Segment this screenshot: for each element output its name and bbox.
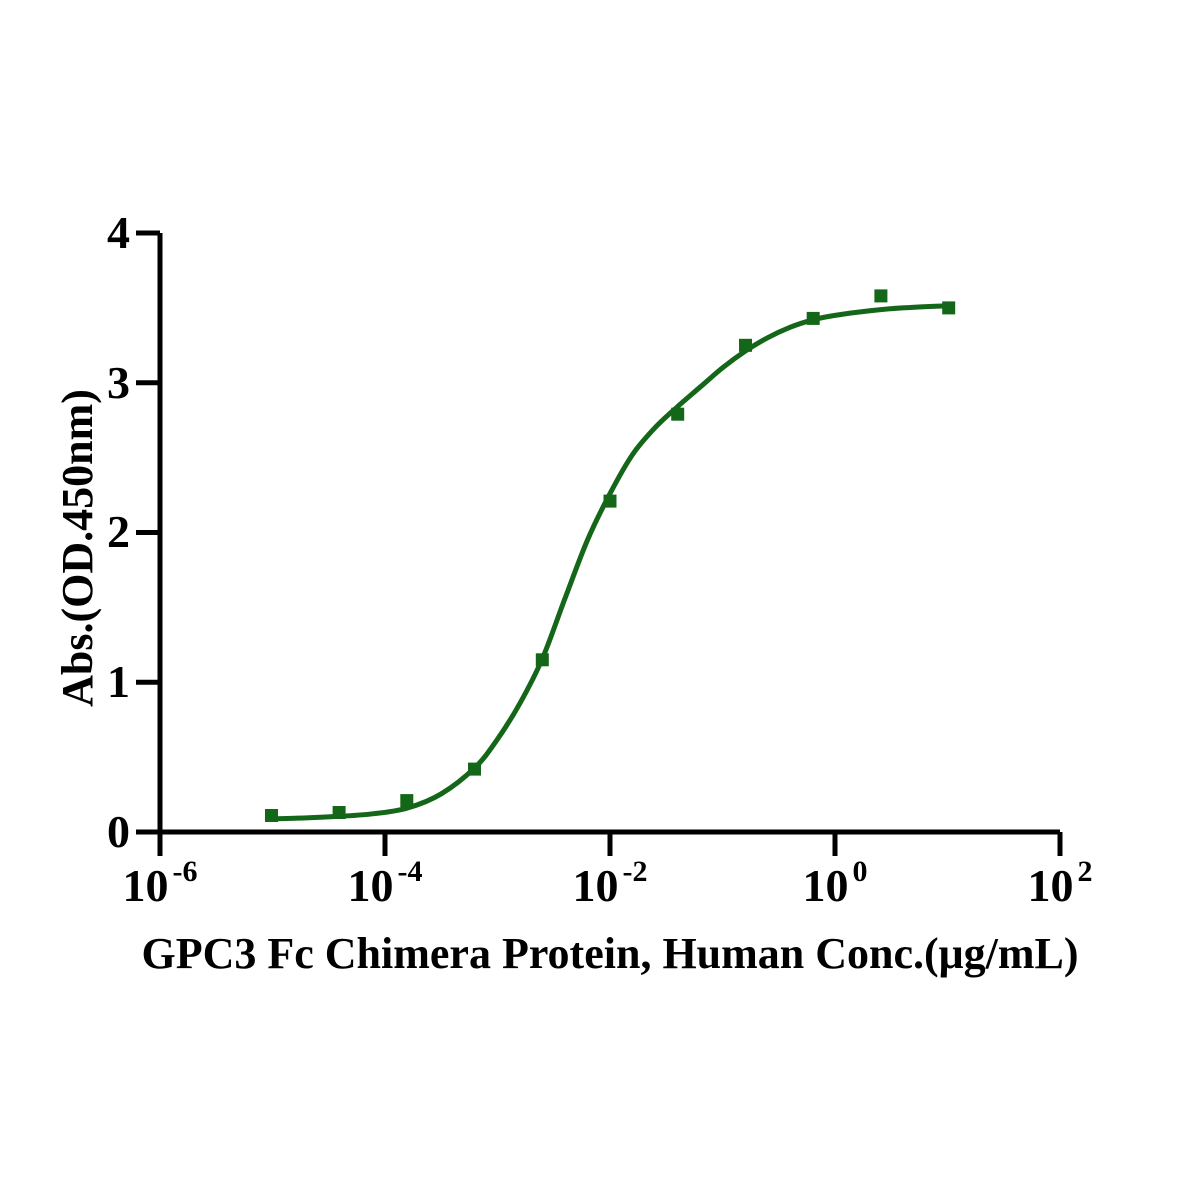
y-tick-label-1: 1 <box>107 656 130 707</box>
data-point-marker <box>806 311 820 325</box>
data-point-marker <box>671 407 685 421</box>
x-tick-label-1e2: 10 2 <box>1027 854 1093 911</box>
data-point-marker <box>874 289 888 303</box>
data-point-marker <box>535 653 549 667</box>
x-axis-title: GPC3 Fc Chimera Protein, Human Conc.(μg/… <box>141 929 1079 978</box>
y-tick-label-4: 4 <box>107 207 130 258</box>
data-point-marker <box>332 806 346 819</box>
data-point-marker <box>603 494 617 508</box>
data-point-marker <box>400 794 414 808</box>
x-tick-label-1e-6: 10 -6 <box>122 854 198 911</box>
data-point-marker <box>468 762 481 776</box>
y-tick-label-0: 0 <box>107 806 130 857</box>
y-tick-label-3: 3 <box>107 357 130 408</box>
x-tick-label-1e0: 10 0 <box>802 854 868 911</box>
data-point-marker <box>265 809 278 822</box>
axis-line <box>157 233 1060 835</box>
y-tick-label-2: 2 <box>107 506 130 557</box>
fit-curve <box>266 303 950 822</box>
x-tick-label-1e-2: 10 -2 <box>572 854 648 911</box>
data-point-marker <box>739 338 752 352</box>
data-point-marker <box>942 301 956 315</box>
x-tick-label-1e-4: 10 -4 <box>347 854 423 911</box>
